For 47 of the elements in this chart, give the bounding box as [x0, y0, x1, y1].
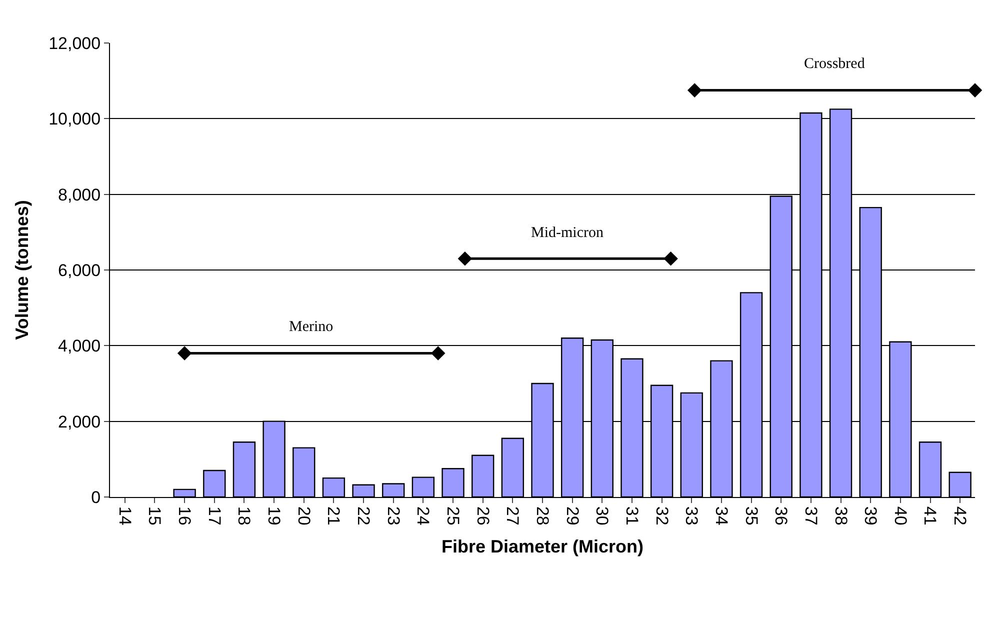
- x-tick-label: 21: [324, 506, 344, 526]
- y-tick-label: 2,000: [58, 412, 101, 432]
- y-tick-label: 0: [91, 488, 101, 507]
- point: [177, 346, 192, 360]
- x-tick-label: 39: [861, 506, 880, 526]
- y-tick-label: 6,000: [58, 260, 101, 280]
- y-tick-label: 10,000: [48, 110, 101, 129]
- x-tick-label: 18: [234, 506, 254, 526]
- series-label: Mid-micron: [531, 225, 604, 241]
- x-tick-label: 28: [532, 506, 552, 526]
- x-tick-label: 30: [592, 506, 612, 526]
- y-axis-title: Volume (tonnes): [12, 200, 32, 340]
- x-tick-label: 15: [145, 506, 164, 526]
- point: [687, 83, 702, 98]
- x-tick-label: 37: [801, 506, 820, 526]
- x-tick-label: 33: [682, 506, 702, 526]
- y-tick-label: 4,000: [58, 336, 101, 356]
- x-tick-label: 38: [831, 506, 850, 526]
- x-tick-label: 16: [175, 506, 194, 526]
- x-axis-title: Fibre Diameter (Micron): [441, 536, 644, 556]
- point: [664, 252, 678, 266]
- x-tick-label: 41: [920, 506, 940, 526]
- x-tick-label: 24: [414, 506, 433, 526]
- x-tick-label: 22: [354, 506, 374, 526]
- series-label: Crossbred: [804, 56, 866, 72]
- point: [458, 252, 472, 266]
- x-tick-label: 35: [742, 506, 761, 526]
- x-tick-label: 17: [204, 506, 224, 526]
- y-tick-label: 12,000: [48, 34, 101, 53]
- point: [968, 83, 982, 98]
- x-tick-label: 26: [473, 506, 492, 526]
- x-tick-label: 20: [294, 506, 314, 526]
- x-tick-label: 27: [503, 506, 522, 526]
- x-tick-label: 32: [652, 506, 672, 526]
- x-tick-label: 42: [950, 506, 970, 526]
- x-tick-label: 29: [562, 506, 582, 526]
- point: [430, 346, 446, 360]
- x-tick-label: 25: [443, 506, 462, 526]
- x-tick-label: 19: [264, 506, 284, 526]
- x-tick-label: 23: [384, 506, 403, 526]
- x-tick-label: 40: [890, 506, 910, 526]
- series-label: Merino: [289, 319, 334, 335]
- x-tick-label: 14: [115, 506, 134, 526]
- x-tick-label: 36: [772, 506, 791, 526]
- y-tick-label: 8,000: [58, 185, 101, 204]
- x-tick-label: 34: [712, 506, 731, 526]
- x-tick-label: 31: [622, 506, 642, 526]
